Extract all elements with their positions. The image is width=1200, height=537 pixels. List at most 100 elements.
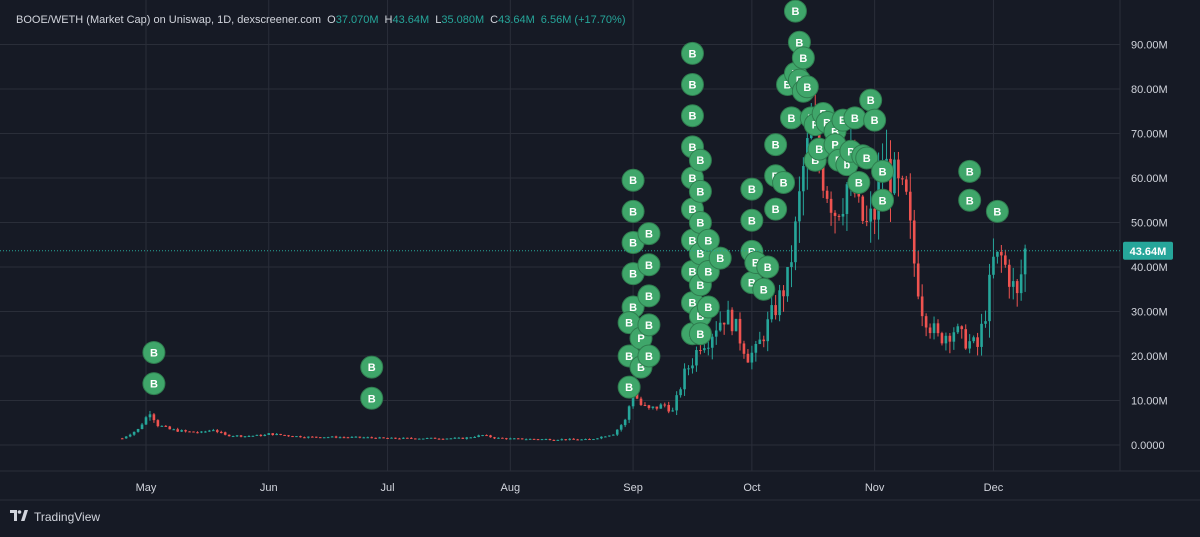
buy-marker: B (680, 41, 704, 65)
candle-body (176, 429, 179, 432)
buy-marker: B (863, 108, 887, 132)
y-tick-label: 40.00M (1131, 262, 1168, 274)
buy-marker-circle (360, 355, 384, 379)
buy-marker-circle (764, 133, 788, 157)
candle-body (592, 439, 595, 441)
candle-body (437, 438, 441, 440)
candle-body (378, 437, 381, 439)
x-tick-label: May (136, 482, 157, 494)
buy-marker: B (795, 75, 819, 99)
buy-marker-circle (756, 255, 780, 279)
candle-body (825, 190, 829, 199)
candle-body (802, 166, 805, 192)
candle-body (687, 368, 690, 370)
buy-marker-label: B (748, 184, 756, 196)
buy-marker-circle (680, 73, 704, 97)
buy-marker-circle (958, 188, 982, 212)
buy-marker-circle (871, 159, 895, 183)
candle-body (370, 437, 374, 439)
tradingview-brand[interactable]: TradingView (10, 509, 100, 524)
x-tick-label: Sep (623, 482, 643, 494)
candle-body (469, 437, 473, 439)
candle-body (944, 335, 948, 344)
y-tick-label: 90.00M (1131, 40, 1168, 52)
candle-body (516, 438, 520, 440)
buy-marker-label: B (689, 80, 697, 92)
candle-body (247, 435, 251, 437)
buy-marker-label: B (764, 262, 772, 274)
buy-marker: B (843, 106, 867, 130)
buy-marker-label: B (772, 140, 780, 152)
candle-body (580, 439, 583, 441)
candle-body (489, 435, 492, 438)
candle-body (520, 438, 524, 440)
buy-marker-label: B (368, 362, 376, 374)
candle-body (1004, 255, 1007, 265)
candle-body (798, 191, 801, 222)
candle-body (576, 439, 579, 441)
buy-marker-circle (985, 199, 1009, 223)
candle-body (441, 438, 445, 440)
candle-body (778, 290, 781, 316)
candle-body (734, 318, 738, 332)
candle-body (897, 159, 900, 179)
candle-body (509, 438, 512, 440)
candle-body (120, 438, 124, 440)
candle-body (275, 433, 278, 436)
buy-marker-label: B (689, 111, 697, 123)
candle-body (144, 417, 148, 425)
buy-marker-label: B (689, 48, 697, 60)
candle-body (952, 332, 956, 342)
candle-body (188, 431, 191, 433)
y-tick-label: 0.0000 (1131, 440, 1165, 452)
candle-body (505, 438, 508, 440)
buy-marker-label: B (791, 6, 799, 18)
buy-marker-circle (637, 284, 661, 308)
buy-marker: B (621, 199, 645, 223)
candle-body (679, 389, 682, 396)
candle-body (429, 437, 433, 439)
y-axis: 0.0000 10.00M 20.00M 30.00M 40.00M 50.00M 60.0… (1131, 40, 1168, 453)
candle-body (912, 220, 916, 264)
candle-body (227, 434, 231, 437)
candle-body (536, 439, 540, 441)
candle-body (398, 438, 401, 440)
buy-marker: B (688, 148, 712, 172)
candle-body (192, 431, 195, 433)
buy-marker-label: B (879, 195, 887, 207)
candle-body (683, 368, 686, 390)
candle-body (267, 433, 271, 435)
buy-marker: B (688, 322, 712, 346)
candle-body (512, 438, 516, 440)
candle-body (794, 221, 797, 263)
candle-body (643, 404, 647, 406)
buy-marker-circle (791, 46, 815, 70)
candle-body (255, 434, 259, 436)
buy-marker-circle (637, 313, 661, 337)
candle-body (433, 437, 437, 439)
candle-body (948, 335, 952, 342)
buy-marker: B (637, 284, 661, 308)
candle-body (239, 435, 243, 437)
low-value: 35.080M (441, 14, 485, 26)
buy-marker-circle (360, 386, 384, 410)
candle-body (342, 437, 346, 439)
candle-body (631, 393, 635, 407)
candle-body (307, 436, 310, 438)
y-tick-label: 30.00M (1131, 307, 1168, 319)
buy-marker: B (985, 199, 1009, 223)
candle-body (560, 439, 564, 441)
buy-marker-circle (958, 159, 982, 183)
candle-body (786, 267, 789, 297)
candle-body (663, 404, 667, 406)
candle-body (453, 437, 457, 439)
buy-marker-circle (847, 170, 871, 194)
buy-marker-circle (680, 41, 704, 65)
candle-body (623, 419, 627, 426)
y-tick-label: 70.00M (1131, 129, 1168, 141)
candle-body (299, 436, 302, 438)
buy-marker-label: B (752, 258, 760, 270)
